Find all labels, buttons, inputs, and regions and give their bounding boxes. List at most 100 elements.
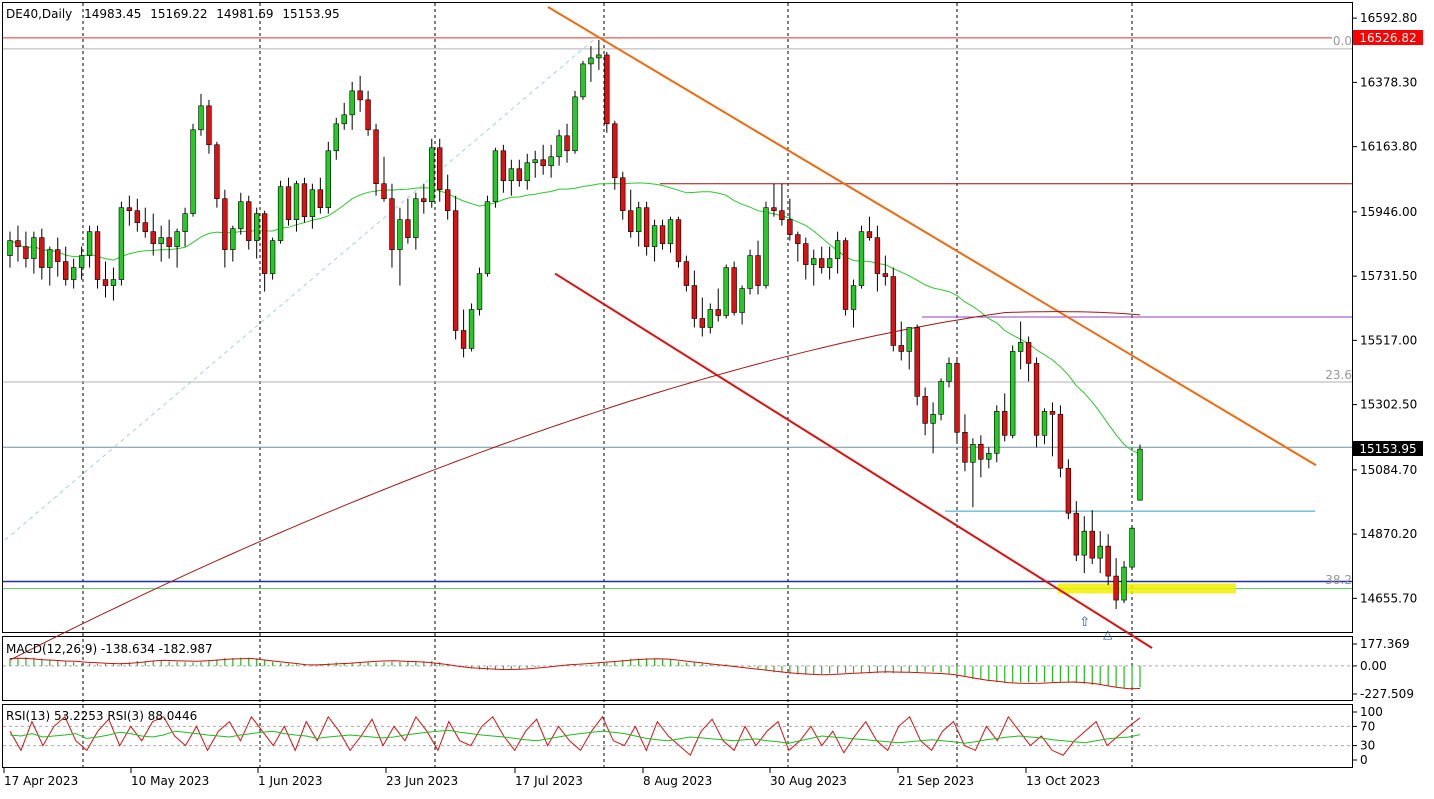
candle [118,201,125,286]
candle-body [898,345,904,352]
candle [763,201,769,289]
candle-body [906,327,912,352]
candle [381,156,387,202]
y-tick-label: 14655.70 [1360,591,1417,605]
candle-body [476,273,483,310]
candle-body [63,261,69,280]
x-tick-label: 17 Apr 2023 [4,774,78,788]
candle-body [238,201,244,229]
candle [508,159,515,196]
candle [47,246,53,286]
candle [747,249,753,295]
candle-body [612,123,618,179]
candle [771,183,777,217]
candle-body [874,237,881,274]
candle [1129,525,1135,571]
candle-body [39,237,45,268]
candle-body [198,105,204,131]
candle [1065,459,1072,520]
candle [635,201,642,247]
rsi-tick-label: 70 [1360,719,1375,733]
candle [723,264,729,319]
candle [1105,534,1111,586]
candle-body [94,231,101,280]
candle-body [707,309,713,328]
y-tick-label: 16163.80 [1360,140,1417,154]
candle [707,303,713,334]
high-price-label: 16526.82 [1359,31,1416,45]
candle-body [771,207,777,211]
candle-body [126,207,133,211]
candle [850,279,857,328]
candle [890,267,896,352]
candle [628,189,634,238]
candle [484,195,491,277]
candle-body [914,327,920,397]
candle-body [763,207,769,286]
candle [230,225,236,262]
candle-body [142,222,148,232]
candle-body [429,147,435,202]
rsi-panel [2,704,1353,768]
candle-body [150,231,156,244]
candle-body [922,396,928,424]
candle-body [484,201,491,274]
candle [1073,501,1080,562]
macd-panel [2,636,1353,701]
candle-body [572,96,578,152]
candle [78,246,85,280]
candle [1009,345,1016,439]
candle [405,198,411,244]
candle [596,39,602,70]
candle [819,246,825,274]
candle [1033,357,1040,448]
x-tick-label: 10 May 2023 [131,774,209,788]
candle-body [580,63,586,98]
candle-body [1025,342,1032,364]
candle-body [858,231,865,286]
candle-body [452,210,459,331]
candle-body [381,183,387,199]
candle-body [230,228,236,250]
candle [174,228,180,268]
candle-body [564,135,570,152]
candle [564,123,570,163]
candle [190,123,196,217]
candle [7,231,13,268]
candle [699,297,706,337]
candle-body [15,240,21,247]
candle-body [723,267,729,316]
candle-body [946,363,952,382]
candle-body [548,156,554,167]
ma-fast-line [9,182,1141,455]
candle-body [787,219,793,235]
candle-body [1049,411,1056,415]
candle [946,357,952,388]
high-price-tag [1353,30,1423,45]
rsi-tick-label: 30 [1360,739,1375,753]
candle-body [182,213,188,232]
candle-body [962,432,968,463]
candle-body [890,276,896,346]
candle-body [373,129,379,185]
candle-body [158,237,164,244]
candle [659,219,666,250]
up-arrow-marker: ⇧ [1079,615,1090,630]
candle-body [206,105,212,146]
candle [643,201,650,256]
candle-body [1065,467,1072,514]
candle-body [1081,530,1087,556]
ohlc-close: 15153.95 [282,7,339,21]
fractal-marker: △ [1103,627,1113,641]
candle [874,225,881,292]
candle-body [994,411,1000,454]
candle [452,195,459,340]
candle-body [357,90,363,101]
candle-body [174,231,180,247]
candle [206,99,212,154]
y-tick-label: 16592.80 [1360,11,1417,25]
candle [954,357,960,442]
candle [675,216,682,268]
candle [285,177,292,226]
y-tick-label: 15731.50 [1360,269,1417,283]
